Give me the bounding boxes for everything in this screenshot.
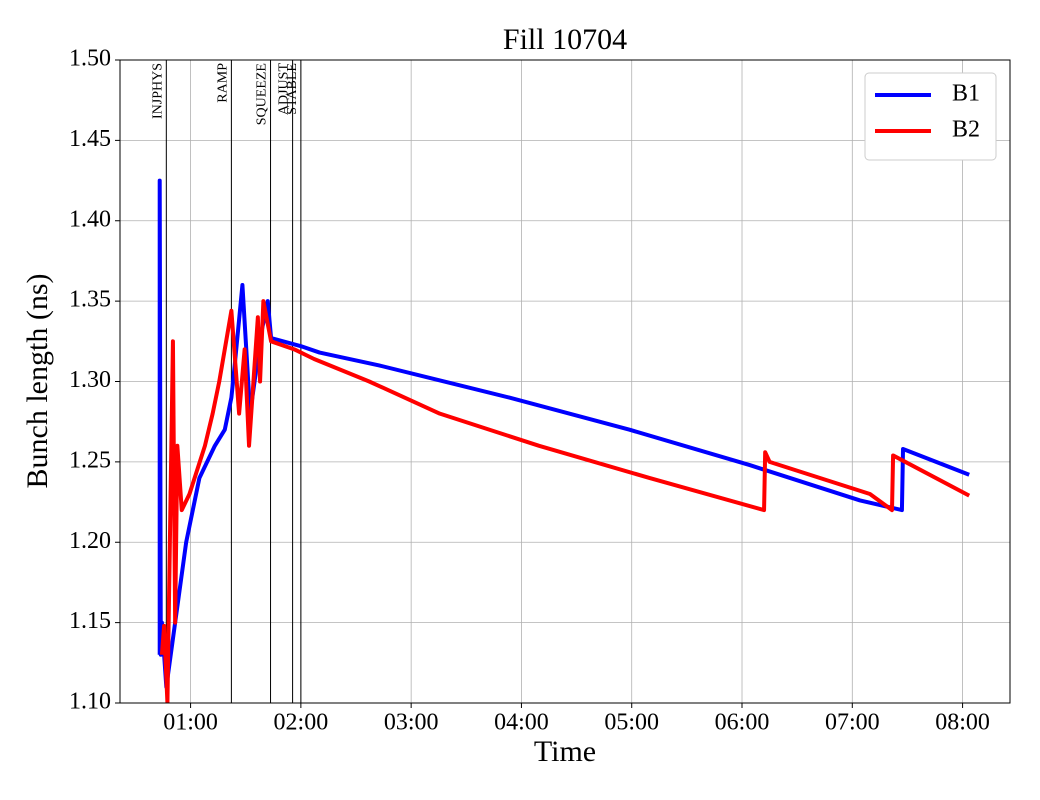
x-tick-label: 01:00 [163, 710, 218, 736]
x-tick-label: 05:00 [604, 710, 659, 736]
series-line [159, 299, 971, 703]
y-tick-label: 1.10 [69, 689, 111, 715]
series-line [157, 178, 970, 689]
y-axis-label: Bunch length (ns) [21, 274, 54, 489]
y-tick-label: 1.50 [69, 46, 111, 72]
ticks: 1.10 1.15 1.20 1.25 1.30 1.35 1.40 1.45 1.50 01:0… [69, 46, 990, 736]
y-tick-label: 1.40 [69, 206, 111, 232]
x-tick-label: 03:00 [384, 710, 439, 736]
x-axis-label: Time [534, 735, 596, 768]
chart-title: Fill 10704 [503, 23, 627, 56]
phase-label: RAMP [215, 63, 230, 103]
y-tick-label: 1.15 [69, 608, 111, 634]
y-tick-label: 1.35 [69, 287, 111, 313]
phase-label: STABLE [285, 63, 300, 115]
phase-label: ADJUST [277, 63, 292, 116]
x-tick-label: 06:00 [715, 710, 770, 736]
y-tick-label: 1.20 [69, 528, 111, 554]
phase-label: INJPHYS [150, 63, 165, 119]
legend-label: B2 [952, 117, 980, 143]
plot-lines [157, 178, 971, 703]
x-tick-label: 07:00 [825, 710, 880, 736]
x-tick-label: 04:00 [494, 710, 549, 736]
y-tick-label: 1.45 [69, 126, 111, 152]
phase-label: SQUEEZE [255, 63, 270, 125]
legend-label: B1 [952, 81, 980, 107]
x-tick-label: 02:00 [274, 710, 329, 736]
y-tick-label: 1.25 [69, 447, 111, 473]
y-tick-label: 1.30 [69, 367, 111, 393]
x-tick-label: 08:00 [935, 710, 990, 736]
